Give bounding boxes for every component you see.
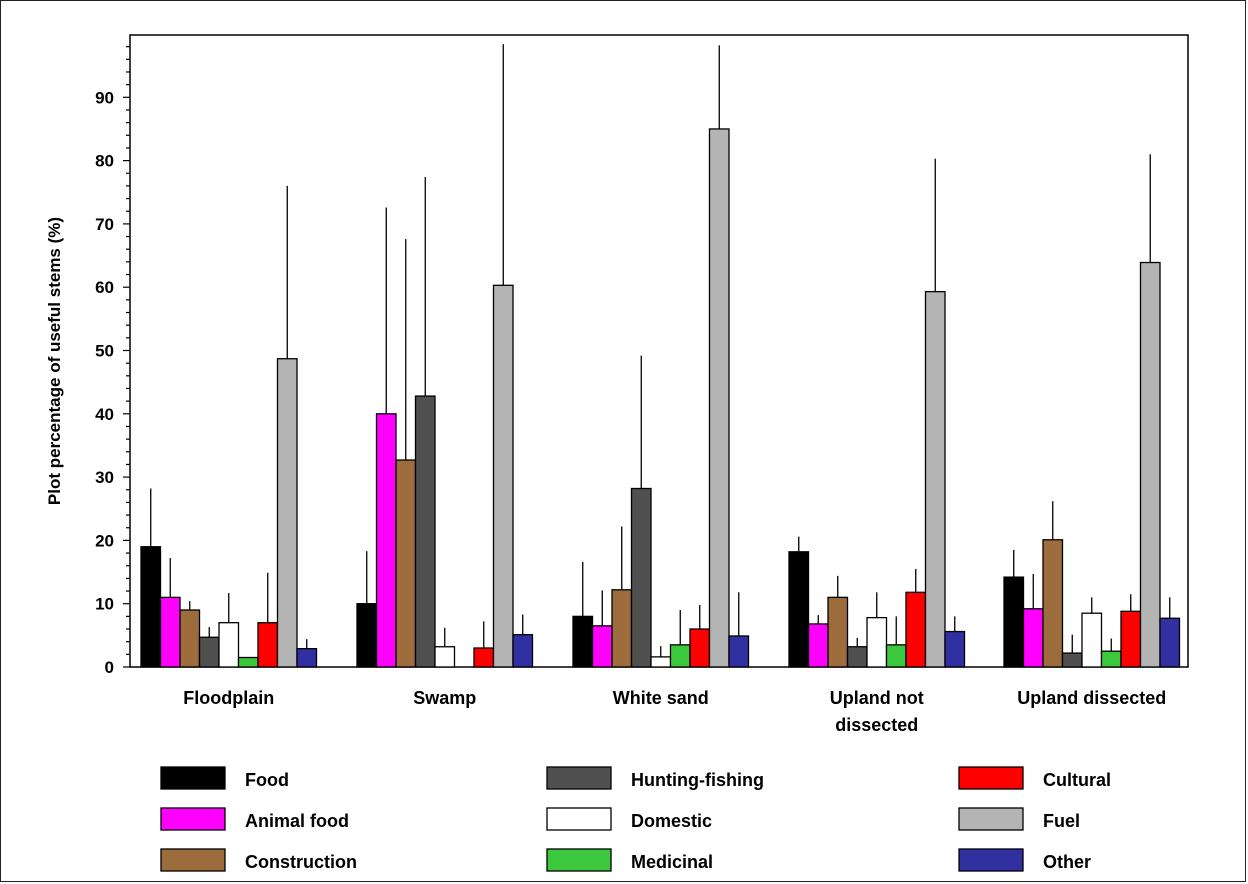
legend-label: Hunting-fishing xyxy=(631,770,764,790)
legend-swatch xyxy=(160,848,226,872)
bar-food-3 xyxy=(788,551,810,668)
legend-label: Construction xyxy=(245,852,357,872)
legend-swatch xyxy=(160,766,226,790)
bar-fuel-3 xyxy=(924,290,946,668)
bar-other-3 xyxy=(944,630,966,668)
y-tick-label: 0 xyxy=(105,658,114,677)
bar-domestic-4 xyxy=(1081,612,1103,668)
legend-item: Animal food xyxy=(160,807,349,831)
bar-construction-1 xyxy=(395,459,417,668)
legend-label: Other xyxy=(1043,852,1091,872)
legend-label: Animal food xyxy=(245,811,349,831)
bar-domestic-3 xyxy=(866,616,888,668)
bar-domestic-1 xyxy=(434,646,456,668)
legend-swatch xyxy=(958,848,1024,872)
legend-swatch xyxy=(546,807,612,831)
legend-item: Other xyxy=(958,848,1091,872)
bars-layer xyxy=(140,44,1181,668)
x-category-label: Upland dissected xyxy=(1017,688,1166,708)
legend-label: Cultural xyxy=(1043,770,1111,790)
legend-item: Food xyxy=(160,766,289,790)
bar-cultural-2 xyxy=(689,628,711,668)
y-tick-label: 40 xyxy=(95,405,114,424)
bar-animal-food-4 xyxy=(1022,608,1044,668)
bar-medicinal-2 xyxy=(669,644,691,668)
x-category-label: Upland not xyxy=(830,688,924,708)
y-tick-label: 50 xyxy=(95,342,114,361)
bar-food-0 xyxy=(140,546,162,668)
x-axis-categories: Floodplain Swamp White sand Upland not disse… xyxy=(183,688,1166,735)
bar-fuel-4 xyxy=(1139,261,1161,668)
x-category-label: dissected xyxy=(835,715,918,735)
bar-hunting-fishing-4 xyxy=(1061,652,1083,668)
bar-cultural-0 xyxy=(257,622,279,668)
legend-swatch xyxy=(546,766,612,790)
bar-cultural-3 xyxy=(905,591,927,668)
bar-construction-2 xyxy=(611,589,633,668)
legend-item: Medicinal xyxy=(546,848,713,872)
legend-swatch xyxy=(958,807,1024,831)
legend-swatch xyxy=(546,848,612,872)
bar-construction-0 xyxy=(179,609,201,668)
bar-construction-3 xyxy=(827,596,849,668)
bar-food-2 xyxy=(572,615,594,668)
legend-swatch xyxy=(160,807,226,831)
legend-item: Hunting-fishing xyxy=(546,766,764,790)
bar-animal-food-1 xyxy=(375,413,397,668)
bar-other-1 xyxy=(512,634,534,668)
y-axis-label: Plot percentage of useful stems (%) xyxy=(45,217,64,505)
legend-label: Domestic xyxy=(631,811,712,831)
bar-food-1 xyxy=(356,603,378,668)
y-tick-label: 60 xyxy=(95,278,114,297)
bar-construction-4 xyxy=(1042,539,1064,668)
bar-hunting-fishing-0 xyxy=(198,636,220,668)
y-tick-label: 10 xyxy=(95,595,114,614)
bar-other-0 xyxy=(296,647,318,668)
legend-label: Medicinal xyxy=(631,852,713,872)
x-category-label: White sand xyxy=(613,688,709,708)
bar-food-4 xyxy=(1003,576,1025,668)
legend: Food Animal food Construction Hunting-fishi… xyxy=(160,766,1111,872)
bar-fuel-2 xyxy=(708,128,730,668)
bar-domestic-2 xyxy=(650,656,672,668)
legend-item: Construction xyxy=(160,848,357,872)
bar-medicinal-3 xyxy=(885,644,907,668)
y-tick-label: 70 xyxy=(95,215,114,234)
bar-hunting-fishing-2 xyxy=(630,487,652,668)
y-axis: 0 10 20 30 40 50 60 70 80 90 xyxy=(95,46,130,677)
bar-medicinal-4 xyxy=(1100,650,1122,668)
legend-label: Food xyxy=(245,770,289,790)
legend-item: Cultural xyxy=(958,766,1111,790)
bar-cultural-4 xyxy=(1120,610,1142,668)
y-tick-label: 20 xyxy=(95,531,114,550)
legend-label: Fuel xyxy=(1043,811,1080,831)
legend-item: Fuel xyxy=(958,807,1080,831)
bar-animal-food-2 xyxy=(591,625,613,668)
x-category-label: Floodplain xyxy=(183,688,274,708)
bar-other-2 xyxy=(728,635,750,668)
bar-hunting-fishing-3 xyxy=(846,646,868,668)
bar-hunting-fishing-1 xyxy=(414,395,436,668)
bar-fuel-1 xyxy=(492,284,514,668)
bar-fuel-0 xyxy=(276,358,298,668)
y-tick-label: 30 xyxy=(95,468,114,487)
bar-animal-food-3 xyxy=(807,623,829,668)
y-tick-label: 80 xyxy=(95,152,114,171)
bar-other-4 xyxy=(1159,617,1181,668)
legend-swatch xyxy=(958,766,1024,790)
bar-medicinal-0 xyxy=(237,656,259,668)
bar-cultural-1 xyxy=(473,647,495,668)
x-category-label: Swamp xyxy=(413,688,476,708)
legend-item: Domestic xyxy=(546,807,712,831)
y-tick-label: 90 xyxy=(95,88,114,107)
bar-animal-food-0 xyxy=(159,596,181,668)
bar-domestic-0 xyxy=(218,622,240,668)
